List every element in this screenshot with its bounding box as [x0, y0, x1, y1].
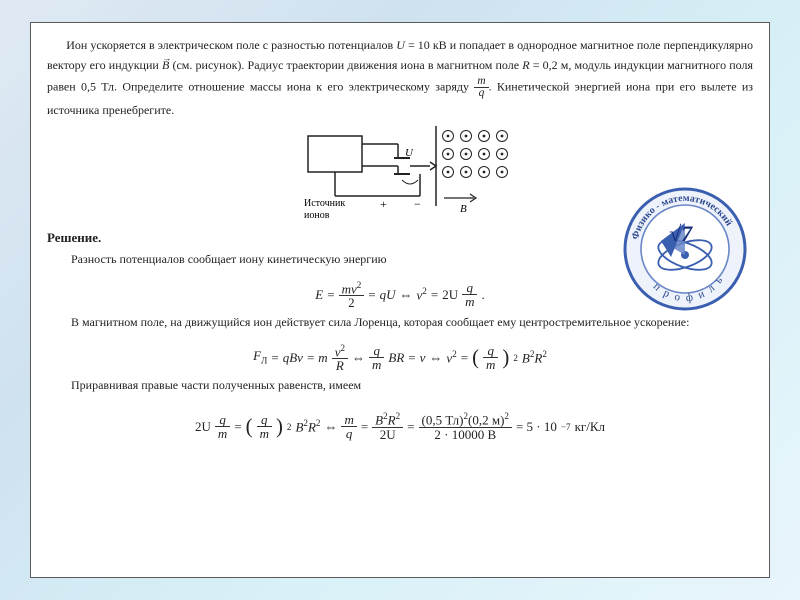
diagram-minus: −	[414, 197, 421, 211]
sym: qBv	[283, 350, 303, 366]
sym: m	[215, 426, 230, 440]
sym: v	[420, 350, 426, 366]
diagram-source-label-2: ионов	[304, 210, 330, 221]
sym-U: U	[396, 38, 405, 52]
sub: Л	[261, 357, 267, 367]
text: (см. рисунок). Радиус траектории движени…	[169, 58, 522, 72]
stamp-logo: Физико - математический п р о ф и л ь √7	[621, 185, 749, 313]
sym: B	[522, 350, 530, 365]
physics-diagram: U B + − Источник ионов	[302, 126, 532, 224]
solution-line-2: В магнитном поле, на движущийся ион дейс…	[47, 313, 753, 332]
diagram-B-label: B	[460, 203, 467, 215]
stamp-center-symbol: √7	[669, 221, 693, 246]
sym: 2U	[380, 427, 396, 442]
sym: 2U	[195, 419, 211, 435]
sym: q	[462, 281, 477, 294]
sym: 2U	[442, 287, 458, 303]
sym: qU	[380, 287, 396, 303]
val-R: = 0,2 м	[530, 58, 569, 72]
sym: F	[253, 348, 261, 363]
text: В магнитном поле, на движущийся ион дейс…	[71, 315, 689, 329]
diagram-plus: +	[380, 197, 387, 211]
text: Приравнивая правые части полученных раве…	[71, 378, 361, 392]
sym: R	[388, 413, 396, 428]
frac-den: q	[474, 87, 488, 99]
sym: m	[257, 426, 272, 440]
result: = 5 · 10	[516, 419, 557, 435]
unit: кг/Кл	[575, 419, 605, 435]
solution-line-3: Приравнивая правые части полученных раве…	[47, 376, 753, 395]
den: 2 · 10000 В	[419, 427, 512, 441]
sym: m	[462, 294, 477, 308]
frac-num: m	[474, 76, 488, 87]
sym: mv	[342, 281, 357, 296]
sym: R	[308, 419, 316, 434]
val-U: = 10 кВ	[405, 38, 447, 52]
sym: R	[332, 358, 348, 372]
sym-R: R	[522, 58, 529, 72]
text: Разность потенциалов сообщает иону кинет…	[71, 252, 387, 266]
equation-3: 2U qm = ( qm )2 B2R2 ⇔ mq = B2R22U = (0,…	[47, 412, 753, 440]
sym: B	[375, 413, 383, 428]
sym: q	[257, 413, 272, 426]
exp: −7	[561, 422, 571, 432]
sym: m	[341, 413, 356, 426]
sym: BR	[388, 350, 404, 366]
field-dots	[443, 130, 508, 177]
equation-2: FЛ = qBv = m v2R ⇔ qm BR = v ⇔ v2 = ( qm…	[47, 344, 753, 372]
sym: q	[369, 344, 384, 357]
diagram-source-label-1: Источник	[304, 198, 345, 209]
num: (0,2 м)	[468, 413, 504, 428]
sym: q	[341, 426, 356, 440]
sym: 2	[339, 295, 365, 309]
problem-text: Ион ускоряется в электрическом поле с ра…	[47, 35, 753, 120]
diagram-U-label: U	[405, 147, 414, 159]
sym: m	[369, 357, 384, 371]
document-sheet: Ион ускоряется в электрическом поле с ра…	[30, 22, 770, 578]
frac-m-q: mq	[474, 76, 488, 100]
text: Ион ускоряется в электрическом поле с ра…	[66, 38, 396, 52]
num: (0,5 Тл)	[422, 413, 464, 428]
sym: q	[215, 413, 230, 426]
sym-B-vec: B	[162, 58, 169, 72]
sym-E: E	[315, 287, 323, 303]
sym: m	[483, 357, 498, 371]
sym: m	[318, 350, 327, 366]
sym: q	[483, 344, 498, 357]
